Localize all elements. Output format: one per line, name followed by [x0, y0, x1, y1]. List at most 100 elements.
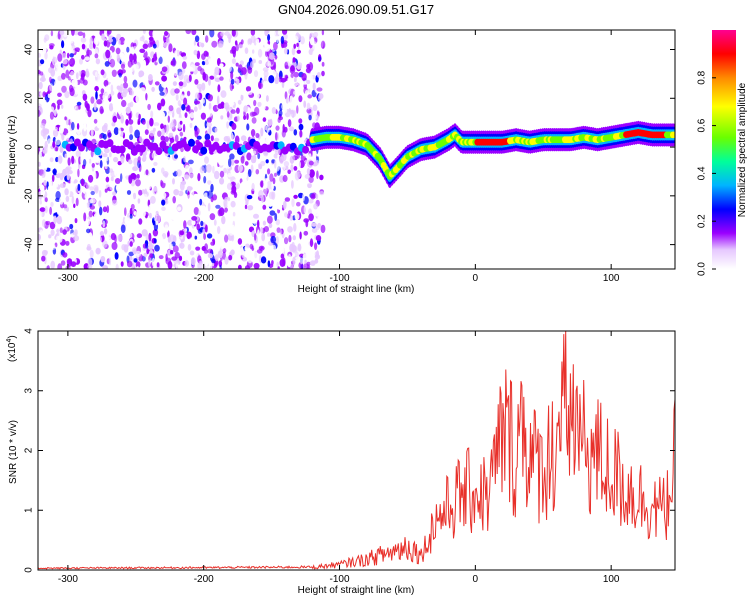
noise-speckle	[132, 192, 137, 200]
y-tick-label: 1	[24, 507, 35, 513]
noise-speckle	[284, 212, 289, 218]
noise-speckle	[64, 153, 67, 159]
noise-speckle	[164, 31, 169, 36]
noise-speckle	[181, 61, 187, 69]
noise-speckle	[271, 116, 277, 124]
noise-speckle	[99, 160, 103, 169]
noise-speckle	[223, 167, 228, 174]
noise-speckle	[115, 65, 120, 72]
noise-speckle	[196, 185, 203, 195]
noise-speckle	[152, 30, 156, 38]
noise-speckle	[189, 250, 195, 256]
noise-speckle	[188, 74, 192, 82]
noise-speckle	[316, 212, 323, 219]
noise-speckle	[289, 66, 296, 74]
noise-speckle	[137, 198, 141, 204]
noise-speckle	[120, 261, 124, 267]
noise-speckle	[107, 30, 112, 35]
noise-speckle	[96, 122, 102, 129]
noise-speckle	[237, 92, 242, 100]
noise-speckle	[240, 88, 246, 96]
noise-speckle	[108, 38, 113, 43]
band-blob	[139, 144, 147, 153]
noise-speckle	[129, 110, 133, 119]
noise-speckle	[296, 64, 302, 70]
noise-speckle	[128, 232, 133, 239]
noise-speckle	[106, 248, 110, 257]
noise-speckle	[141, 229, 148, 237]
figure-title: GN04.2026.090.09.51.G17	[278, 2, 434, 17]
noise-speckle	[74, 47, 80, 52]
noise-speckle	[226, 239, 230, 248]
noise-speckle	[55, 62, 60, 69]
noise-speckle	[210, 65, 214, 73]
noise-speckle	[219, 264, 222, 269]
noise-speckle	[219, 242, 225, 250]
noise-speckle	[234, 40, 238, 46]
noise-speckle	[211, 262, 215, 267]
noise-speckle	[179, 51, 183, 56]
noise-speckle	[161, 79, 167, 88]
colorbar-ticks: 0.0 0.2 0.4 0.6 0.8	[697, 70, 716, 276]
noise-speckle	[75, 242, 78, 247]
noise-speckle	[194, 79, 199, 85]
noise-speckle	[211, 40, 218, 48]
noise-speckle	[124, 217, 131, 225]
noise-speckle	[160, 123, 164, 130]
noise-speckle	[98, 177, 103, 182]
noise-speckle	[159, 111, 165, 120]
noise-speckle	[62, 58, 68, 65]
noise-speckle	[93, 156, 99, 163]
noise-speckle	[321, 30, 325, 36]
noise-speckle	[156, 50, 161, 59]
noise-speckle	[275, 218, 280, 226]
noise-speckle	[242, 30, 248, 38]
noise-speckle	[226, 111, 230, 118]
noise-speckle	[171, 118, 177, 127]
noise-speckle	[128, 159, 133, 165]
noise-speckle	[219, 63, 224, 68]
noise-speckle	[293, 129, 298, 136]
noise-speckle	[69, 57, 76, 66]
noise-speckle	[321, 61, 325, 67]
noise-speckle	[198, 101, 202, 110]
noise-speckle	[39, 198, 43, 205]
noise-speckle	[220, 31, 225, 37]
noise-speckle	[156, 202, 161, 210]
noise-speckle	[273, 226, 278, 235]
noise-speckle	[103, 228, 108, 235]
noise-speckle	[204, 259, 209, 267]
noise-speckle	[134, 64, 139, 71]
noise-speckle	[255, 132, 260, 139]
noise-speckle	[60, 106, 67, 116]
noise-speckle	[210, 183, 214, 193]
noise-speckle	[86, 49, 92, 56]
noise-speckle	[56, 99, 63, 106]
noise-speckle	[314, 242, 318, 250]
noise-speckle	[65, 133, 70, 141]
noise-speckle	[257, 229, 260, 238]
noise-speckle	[141, 189, 145, 194]
noise-speckle	[148, 204, 154, 212]
noise-speckle	[189, 112, 195, 119]
noise-speckle	[262, 67, 269, 72]
noise-speckle	[271, 182, 275, 190]
noise-speckle	[115, 184, 120, 192]
noise-speckle	[237, 164, 243, 173]
noise-speckle	[270, 235, 277, 244]
noise-speckle	[201, 98, 205, 104]
noise-speckle	[67, 47, 70, 52]
noise-speckle	[187, 194, 194, 200]
noise-speckle	[231, 134, 235, 140]
noise-speckle	[257, 48, 263, 58]
noise-speckle	[200, 254, 207, 261]
noise-speckle	[161, 66, 168, 72]
noise-speckle	[225, 221, 228, 229]
noise-speckle	[292, 57, 296, 63]
noise-speckle	[143, 59, 146, 69]
noise-speckle	[82, 225, 86, 230]
noise-speckle	[99, 206, 103, 216]
noise-speckle	[119, 83, 124, 92]
noise-speckle	[150, 195, 156, 204]
noise-speckle	[110, 84, 114, 92]
